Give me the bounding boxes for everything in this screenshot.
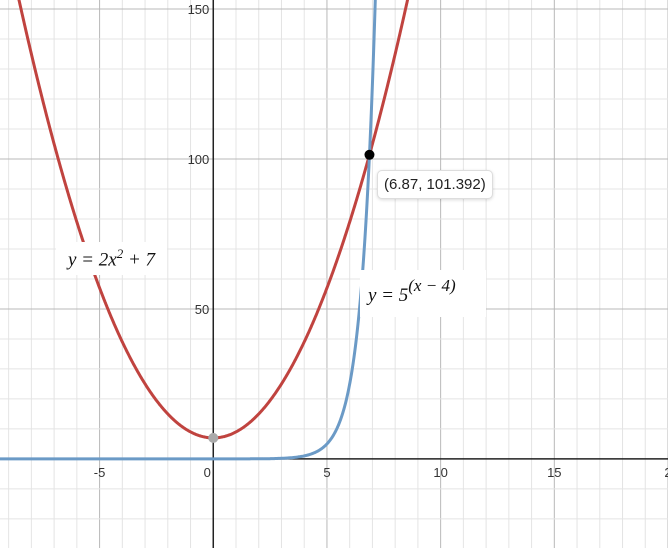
x-tick-label: 0: [204, 465, 211, 480]
blue-curve-label: y = 5(x − 4): [360, 270, 486, 317]
red-curve-label: y = 2x2 + 7: [56, 242, 168, 276]
blue-label-exponent: (x − 4): [408, 276, 456, 295]
vertex-point: [208, 432, 219, 443]
x-tick-label: 10: [433, 465, 447, 480]
intersection-tooltip: (6.87, 101.392): [377, 170, 493, 199]
curve-exponential: [0, 0, 377, 461]
x-tick-label: 2: [664, 465, 668, 480]
red-label-base: y = 2x: [68, 249, 117, 271]
y-tick-label: 100: [188, 152, 210, 167]
x-tick-label: -5: [94, 465, 106, 480]
curve-parabola: [17, 0, 410, 440]
y-tick-label: 50: [195, 302, 209, 317]
x-tick-label: 15: [547, 465, 561, 480]
x-tick-label: 5: [323, 465, 330, 480]
y-tick-label: 150: [188, 2, 210, 17]
intersection-point: [364, 149, 375, 160]
red-label-tail: + 7: [123, 249, 156, 271]
red-label-exponent: 2: [116, 246, 124, 261]
blue-label-base: y = 5: [368, 285, 409, 306]
